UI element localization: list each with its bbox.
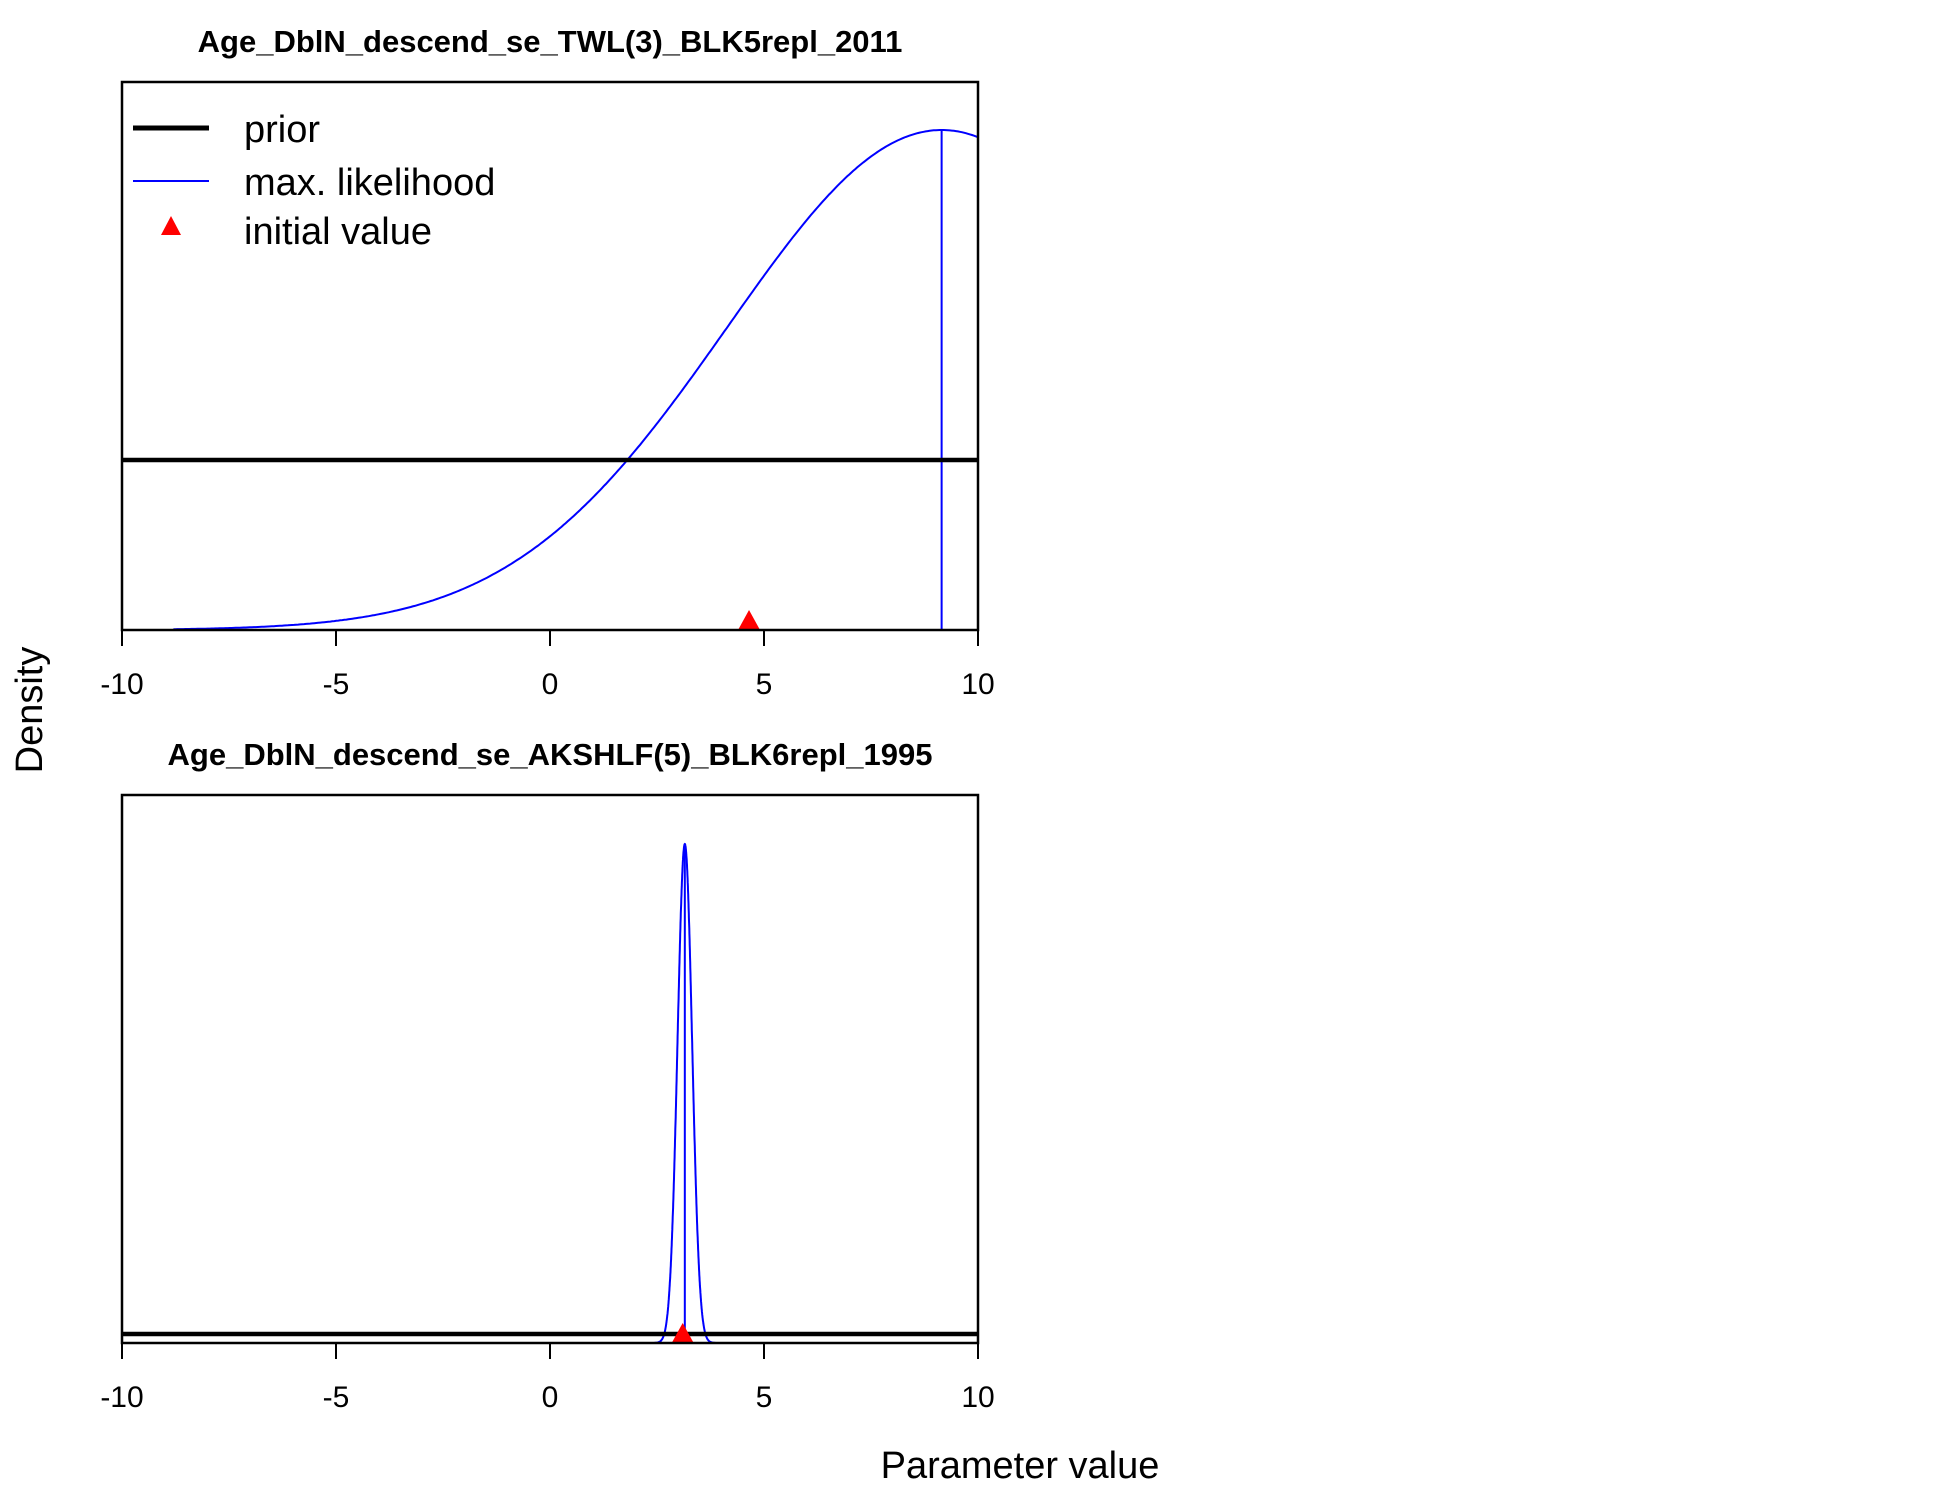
x-tick-label: 0 (542, 1381, 559, 1414)
initial-value-marker (671, 1323, 694, 1343)
x-tick-label: 0 (542, 668, 559, 701)
panel-2: Age_DblN_descend_se_AKSHLF(5)_BLK6repl_1… (100, 737, 994, 1414)
x-tick-label: 5 (756, 1381, 773, 1414)
panel-1-x-axis: -10 -5 0 5 10 (100, 630, 995, 701)
y-axis-label: Density (9, 647, 51, 774)
legend-prior-label: prior (244, 109, 320, 151)
panel-2-title: Age_DblN_descend_se_AKSHLF(5)_BLK6repl_1… (168, 737, 933, 772)
legend-initial-value-label: initial value (244, 211, 432, 253)
likelihood-curve (173, 129, 979, 631)
x-axis-label: Parameter value (881, 1445, 1160, 1487)
legend-initial-value-marker (161, 216, 181, 235)
x-tick-label: 10 (961, 668, 994, 701)
x-tick-label: -10 (100, 668, 143, 701)
panel-1-series (122, 129, 979, 631)
initial-value-marker (738, 610, 761, 630)
panel-2-series (122, 842, 978, 1344)
panel-1-title: Age_DblN_descend_se_TWL(3)_BLK5repl_2011 (198, 24, 903, 59)
x-tick-label: -10 (100, 1381, 143, 1414)
x-tick-label: 10 (961, 1381, 994, 1414)
x-tick-label: 5 (756, 668, 773, 701)
legend-likelihood-label: max. likelihood (244, 162, 495, 204)
x-tick-label: -5 (323, 1381, 350, 1414)
panel-2-x-axis: -10 -5 0 5 10 (100, 1343, 995, 1414)
panel-1: Age_DblN_descend_se_TWL(3)_BLK5repl_2011… (100, 24, 994, 701)
panel-2-plot-box (120, 793, 980, 1345)
legend: prior max. likelihood initial value (133, 109, 495, 253)
x-tick-label: -5 (323, 668, 350, 701)
